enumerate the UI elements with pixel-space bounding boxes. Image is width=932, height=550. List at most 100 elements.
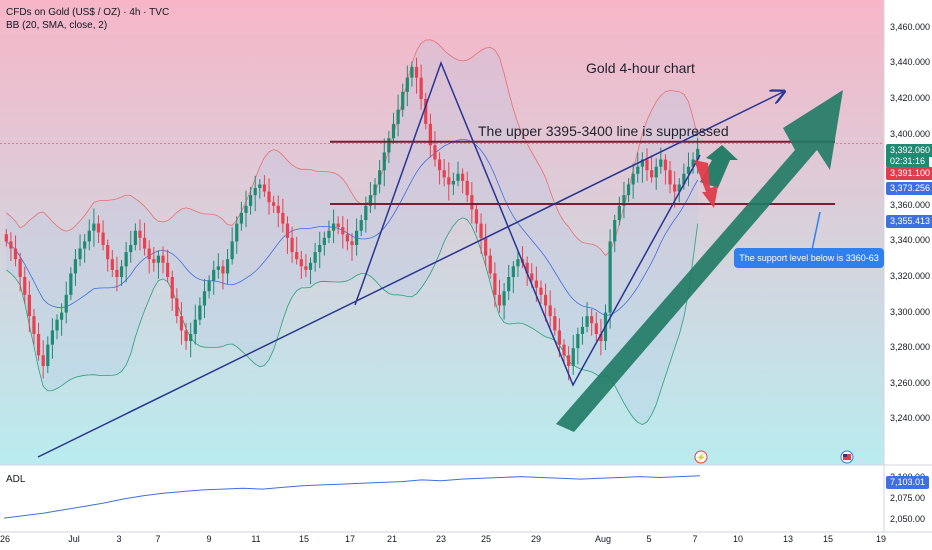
candle-down bbox=[101, 232, 105, 245]
candle-up bbox=[576, 333, 580, 349]
adl-line bbox=[3, 475, 701, 519]
candle-down bbox=[673, 184, 677, 192]
candle-down bbox=[341, 227, 345, 235]
candle-down bbox=[175, 298, 179, 317]
adl-indicator bbox=[3, 475, 701, 519]
candle-down bbox=[23, 277, 27, 295]
time-tick-label: 15 bbox=[822, 534, 834, 544]
price-tick-label: 3,420.000 bbox=[890, 93, 931, 103]
candle-up bbox=[198, 305, 202, 320]
candle-down bbox=[152, 259, 156, 263]
candle-up bbox=[631, 173, 635, 185]
earnings-icon[interactable]: ⚡ bbox=[694, 450, 708, 464]
bb-basis-tag: 3,355.413 bbox=[886, 215, 932, 228]
bb-upper-line bbox=[6, 39, 699, 257]
time-tick-label: 7 bbox=[155, 534, 161, 544]
candle-down bbox=[110, 259, 114, 270]
candle-down bbox=[543, 294, 548, 306]
candle-up bbox=[359, 220, 363, 231]
candle-down bbox=[433, 145, 437, 160]
candle-up bbox=[654, 166, 658, 178]
candle-up bbox=[156, 255, 161, 263]
candle-down bbox=[599, 333, 603, 342]
time-tick-label: 9 bbox=[206, 534, 212, 544]
candle-up bbox=[133, 230, 137, 245]
candle-up bbox=[46, 344, 50, 366]
candle-down bbox=[299, 259, 303, 267]
candle-up bbox=[571, 348, 575, 366]
candle-down bbox=[484, 237, 488, 256]
candle-up bbox=[64, 294, 68, 313]
candle-down bbox=[470, 195, 474, 210]
candle-up bbox=[608, 241, 612, 313]
candle-down bbox=[442, 170, 446, 178]
candle-down bbox=[179, 316, 184, 331]
candle-down bbox=[276, 205, 280, 213]
candle-down bbox=[479, 223, 483, 238]
candle-up bbox=[78, 248, 82, 260]
drawings bbox=[0, 60, 884, 458]
candle-up bbox=[87, 230, 91, 242]
adl-indicator-legend[interactable]: ADL bbox=[6, 474, 26, 485]
candle-down bbox=[166, 262, 170, 277]
zigzag-wave bbox=[354, 60, 701, 387]
price-tick-label: 3,260.000 bbox=[890, 377, 931, 388]
candle-up bbox=[391, 123, 396, 139]
price-tick-label: 3,300.000 bbox=[890, 306, 931, 317]
candle-up bbox=[613, 220, 617, 242]
bb-indicator-legend[interactable]: BB (20, SMA, close, 2) bbox=[6, 20, 108, 31]
candle-down bbox=[41, 355, 45, 366]
candle-up bbox=[83, 241, 87, 249]
candle-down bbox=[106, 244, 110, 260]
candle-up bbox=[124, 252, 128, 267]
candle-up bbox=[516, 259, 520, 267]
us-flag-event-icon[interactable] bbox=[840, 450, 854, 464]
candle-up bbox=[405, 77, 409, 92]
candle-up bbox=[69, 273, 73, 295]
candle-down bbox=[539, 287, 543, 295]
candle-down bbox=[562, 344, 566, 356]
candle-down bbox=[497, 294, 502, 306]
candle-down bbox=[18, 259, 22, 277]
adl-value-tag: 7,103.01 bbox=[886, 476, 930, 489]
candle-down bbox=[221, 266, 225, 274]
candle-down bbox=[465, 180, 469, 196]
symbol-title[interactable]: CFDs on Gold (US$ / OZ) · 4h · TVC bbox=[6, 7, 170, 18]
candle-down bbox=[488, 255, 492, 274]
candle-up bbox=[119, 266, 124, 277]
small-green-up-arrow bbox=[700, 145, 738, 188]
adl-pane-background bbox=[0, 465, 884, 532]
candle-up bbox=[322, 237, 326, 245]
candle-down bbox=[267, 191, 271, 203]
svg-text:⚡: ⚡ bbox=[696, 452, 706, 462]
candle-up bbox=[373, 184, 377, 196]
candle-down bbox=[428, 123, 432, 146]
candle-up bbox=[331, 223, 336, 231]
candle-up bbox=[410, 66, 414, 78]
candle-up bbox=[92, 223, 96, 231]
time-tick-label: 23 bbox=[435, 534, 447, 544]
candle-down bbox=[262, 184, 267, 192]
candle-down bbox=[115, 269, 119, 277]
time-tick-label: Jul bbox=[68, 534, 80, 544]
price-tick-label: 3,440.000 bbox=[890, 57, 931, 68]
candle-up bbox=[682, 173, 686, 185]
candle-up bbox=[55, 319, 59, 331]
candle-down bbox=[285, 223, 290, 238]
candle-down bbox=[138, 230, 142, 238]
price-tick-label: 3,280.000 bbox=[890, 342, 931, 353]
candle-up bbox=[354, 230, 359, 245]
candle-down bbox=[170, 277, 174, 299]
candle-up bbox=[253, 188, 257, 196]
price-tick-label: 3,320.000 bbox=[890, 271, 931, 281]
candle-down bbox=[9, 241, 13, 249]
candle-down bbox=[36, 333, 41, 356]
candle-up bbox=[507, 277, 511, 292]
candle-up bbox=[691, 159, 695, 167]
candle-down bbox=[493, 273, 497, 295]
red-down-arrow bbox=[694, 160, 718, 208]
candle-down bbox=[590, 316, 594, 324]
candle-up bbox=[378, 170, 382, 185]
